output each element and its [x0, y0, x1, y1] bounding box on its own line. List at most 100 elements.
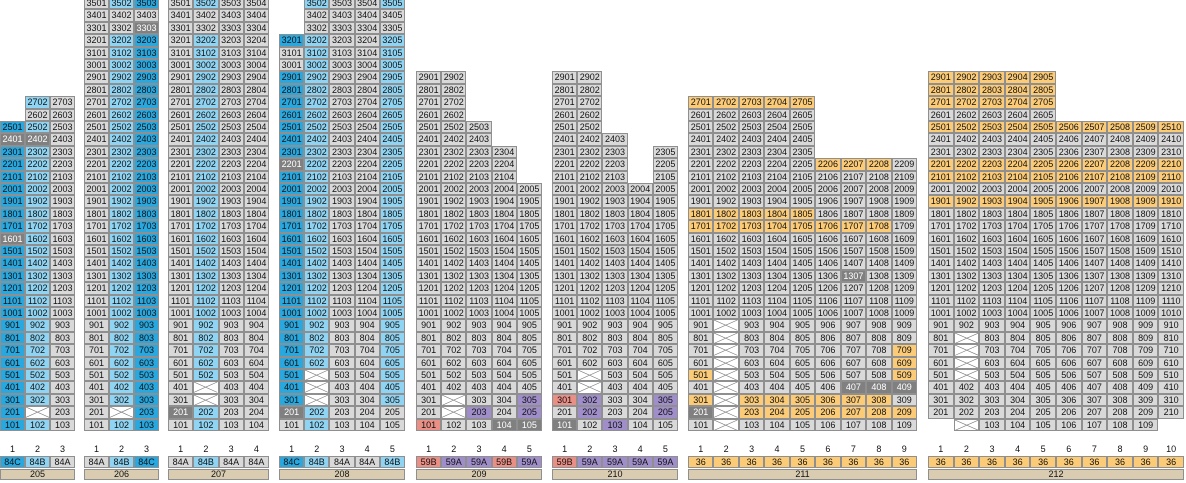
unit-cell[interactable]: 607 [1081, 356, 1108, 369]
unit-cell[interactable]: 703 [218, 344, 244, 357]
unit-cell[interactable]: 1005 [1030, 307, 1056, 320]
unit-cell[interactable]: 503 [50, 369, 75, 382]
unit-cell[interactable]: 2504 [243, 121, 269, 134]
unit-cell[interactable]: 1204 [764, 282, 790, 295]
unit-cell[interactable]: 602 [304, 356, 330, 369]
unit-cell[interactable]: 2602 [109, 108, 134, 121]
unit-cell[interactable]: 1509 [891, 245, 917, 258]
unit-cell[interactable]: 705 [379, 344, 405, 357]
unit-cell[interactable]: 1503 [738, 245, 765, 258]
unit-cell[interactable]: 2801 [416, 83, 442, 97]
unit-cell[interactable]: 1502 [109, 245, 134, 258]
unit-cell[interactable]: 204 [491, 406, 517, 419]
unit-cell[interactable]: 1802 [109, 207, 134, 221]
unit-cell[interactable]: 1103 [738, 294, 765, 307]
unit-cell[interactable]: 2201 [279, 158, 305, 171]
unit-cell[interactable]: 2005 [1030, 183, 1056, 196]
unit-cell[interactable]: 506 [1056, 369, 1082, 382]
unit-cell[interactable]: 809 [1132, 331, 1159, 345]
unit-cell[interactable]: 310 [1158, 393, 1184, 407]
unit-cell[interactable]: 1305 [789, 269, 816, 283]
unit-cell[interactable]: 801 [416, 331, 442, 345]
unit-cell[interactable]: 2801 [84, 83, 109, 97]
unit-cell[interactable]: 101 [0, 418, 25, 431]
unit-cell[interactable]: 1808 [1107, 207, 1133, 221]
unit-cell[interactable]: 3004 [243, 59, 269, 72]
unit-cell[interactable]: 2705 [789, 96, 816, 109]
unit-cell[interactable]: 2401 [0, 133, 25, 146]
unit-cell[interactable]: 401 [552, 381, 578, 394]
unit-cell[interactable]: 705 [652, 344, 678, 357]
unit-cell[interactable]: 203 [50, 406, 75, 419]
unit-cell[interactable]: 2106 [1056, 170, 1082, 183]
unit-cell[interactable]: 206 [815, 406, 841, 419]
unit-cell[interactable]: 1003 [218, 307, 244, 320]
unit-cell[interactable]: 2507 [1081, 121, 1108, 134]
unit-cell[interactable]: 701 [0, 344, 25, 357]
unit-cell[interactable]: 1001 [416, 307, 442, 320]
unit-cell[interactable]: 303 [329, 393, 355, 407]
unit-cell[interactable]: 2407 [1081, 133, 1108, 146]
unit-cell[interactable]: 1603 [134, 232, 159, 245]
unit-cell[interactable]: 3005 [379, 59, 405, 72]
unit-cell[interactable]: 1610 [1158, 232, 1184, 245]
unit-cell[interactable]: 605 [516, 356, 542, 369]
unit-cell[interactable]: 1503 [329, 245, 355, 258]
unit-cell[interactable]: 1001 [0, 307, 25, 320]
unit-cell[interactable]: 201 [416, 406, 442, 419]
unit-cell[interactable]: 2604 [1004, 108, 1031, 121]
unit-cell[interactable]: 1404 [354, 257, 380, 270]
unit-cell[interactable]: 502 [25, 369, 50, 382]
unit-cell[interactable]: 2203 [329, 158, 355, 171]
unit-cell[interactable]: 908 [1107, 319, 1133, 332]
unit-cell[interactable]: 806 [1056, 331, 1082, 345]
unit-cell[interactable]: 902 [109, 319, 134, 332]
unit-cell[interactable]: 1004 [1004, 307, 1031, 320]
unit-cell[interactable]: 1903 [134, 195, 159, 208]
unit-cell[interactable]: 906 [1056, 319, 1082, 332]
unit-cell[interactable]: 1704 [764, 220, 790, 233]
unit-cell[interactable]: 1003 [134, 307, 159, 320]
unit-cell[interactable]: 1003 [50, 307, 75, 320]
unit-cell[interactable]: 1004 [627, 307, 653, 320]
unit-cell[interactable]: 904 [627, 319, 653, 332]
unit-cell[interactable]: 601 [84, 356, 109, 369]
unit-cell[interactable]: 1502 [193, 245, 219, 258]
unit-cell[interactable]: 301 [928, 393, 954, 407]
unit-cell[interactable]: 1308 [1107, 269, 1133, 283]
unit-cell[interactable]: 1208 [866, 282, 892, 295]
unit-cell[interactable]: 1302 [441, 269, 467, 283]
unit-cell[interactable]: 2601 [279, 108, 305, 121]
unit-cell[interactable]: 2405 [1030, 133, 1056, 146]
unit-cell[interactable]: 3101 [168, 46, 194, 59]
unit-cell[interactable]: 3002 [109, 59, 134, 72]
unit-cell[interactable]: 1604 [764, 232, 790, 245]
unit-cell[interactable]: 2604 [354, 108, 380, 121]
unit-cell[interactable]: 605 [789, 356, 816, 369]
unit-cell[interactable]: 2202 [713, 158, 739, 171]
unit-cell[interactable]: 1704 [627, 220, 653, 233]
unit-cell[interactable]: 101 [688, 418, 714, 431]
unit-cell[interactable]: 2201 [416, 158, 442, 171]
unit-cell[interactable]: 1809 [1132, 207, 1159, 221]
unit-cell[interactable]: 1904 [243, 195, 269, 208]
unit-cell[interactable]: 1603 [738, 232, 765, 245]
unit-cell[interactable]: 704 [243, 344, 269, 357]
unit-cell[interactable]: 1106 [815, 294, 841, 307]
unit-cell[interactable]: 3503 [218, 0, 244, 10]
unit-cell[interactable]: 1504 [627, 245, 653, 258]
unit-cell[interactable]: 808 [1107, 331, 1133, 345]
unit-cell[interactable]: 403 [979, 381, 1005, 394]
unit-cell[interactable]: 2007 [840, 183, 867, 196]
unit-cell[interactable]: 2001 [552, 183, 578, 196]
unit-cell[interactable]: 706 [815, 344, 841, 357]
unit-cell[interactable]: 2903 [329, 71, 355, 84]
unit-cell[interactable]: 701 [84, 344, 109, 357]
unit-cell[interactable]: 3302 [193, 21, 219, 35]
unit-cell[interactable]: 208 [1107, 406, 1133, 419]
unit-cell[interactable]: 502 [193, 369, 219, 382]
unit-cell[interactable]: 208 [866, 406, 892, 419]
unit-cell[interactable]: 2206 [815, 158, 841, 171]
unit-cell[interactable]: 1306 [815, 269, 841, 283]
unit-cell[interactable]: 3404 [243, 9, 269, 22]
